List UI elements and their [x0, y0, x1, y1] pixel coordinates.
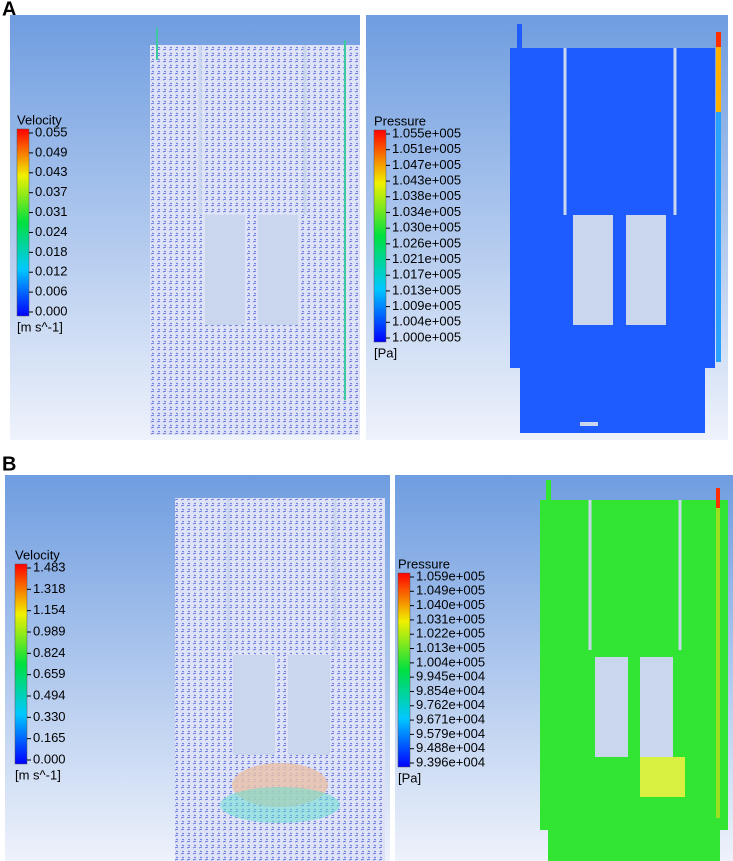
tick-label: 9.488e+004	[416, 740, 485, 755]
tick-label: 1.055e+005	[392, 125, 461, 140]
tick-label: 1.000e+005	[392, 329, 461, 344]
tick-label: 1.004e+005	[416, 654, 485, 669]
legends: Velocity0.0550.0490.0430.0370.0310.0240.…	[14, 112, 485, 785]
tick-label: 1.031e+005	[416, 611, 485, 626]
color-bar	[373, 129, 387, 343]
tick-label: 1.051e+005	[392, 141, 461, 156]
tick-label: 1.038e+005	[392, 188, 461, 203]
tick-label: 9.671e+004	[416, 712, 485, 727]
tick-label: 1.021e+005	[392, 251, 461, 266]
unit-label: [m s^-1]	[15, 767, 61, 782]
tick-label: 1.483	[33, 559, 66, 574]
tick-label: 0.330	[33, 709, 66, 724]
tick-label: 1.013e+005	[416, 640, 485, 655]
tick-label: 1.013e+005	[392, 282, 461, 297]
vector-field	[175, 498, 385, 861]
tick-label: 0.494	[33, 687, 66, 702]
legend-title: Velocity	[17, 112, 62, 127]
tick-label: 1.022e+005	[416, 626, 485, 641]
tick-label: 1.047e+005	[392, 157, 461, 172]
tick-label: 1.017e+005	[392, 267, 461, 282]
color-bar	[14, 563, 28, 765]
panel-label: B	[2, 453, 16, 475]
tick-label: 0.037	[35, 184, 68, 199]
tick-label: 0.824	[33, 645, 66, 660]
tick-label: 0.659	[33, 666, 66, 681]
vector-field	[150, 28, 360, 435]
tick-label: 1.009e+005	[392, 298, 461, 313]
tick-label: 1.034e+005	[392, 204, 461, 219]
legend-title: Velocity	[15, 547, 60, 562]
tick-label: 1.030e+005	[392, 220, 461, 235]
tick-label: 9.854e+004	[416, 683, 485, 698]
tick-label: 0.049	[35, 144, 68, 159]
tick-label: 0.000	[33, 751, 66, 766]
color-bar	[16, 128, 30, 317]
tick-label: 1.049e+005	[416, 583, 485, 598]
tick-label: 0.018	[35, 244, 68, 259]
pressure-field	[540, 480, 728, 861]
tick-label: 1.154	[33, 602, 66, 617]
tick-label: 1.318	[33, 581, 66, 596]
tick-label: 1.043e+005	[392, 173, 461, 188]
tick-label: 1.040e+005	[416, 597, 485, 612]
tick-label: 9.396e+004	[416, 754, 485, 769]
tick-label: 0.165	[33, 730, 66, 745]
tick-label: 0.000	[35, 303, 68, 318]
tick-label: 0.012	[35, 264, 68, 279]
pressure-field	[510, 24, 721, 433]
legend-title: Pressure	[398, 556, 450, 571]
tick-label: 0.989	[33, 623, 66, 638]
color-bar	[397, 572, 411, 768]
tick-label: 1.059e+005	[416, 568, 485, 583]
tick-label: 0.055	[35, 124, 68, 139]
tick-label: 9.945e+004	[416, 669, 485, 684]
tick-label: 9.579e+004	[416, 726, 485, 741]
tick-label: 0.043	[35, 164, 68, 179]
unit-label: [m s^-1]	[17, 319, 63, 334]
unit-label: [Pa]	[398, 770, 421, 785]
tick-label: 1.026e+005	[392, 235, 461, 250]
tick-label: 0.031	[35, 204, 68, 219]
tick-label: 0.024	[35, 224, 68, 239]
tick-label: 9.762e+004	[416, 697, 485, 712]
tick-label: 0.006	[35, 284, 68, 299]
unit-label: [Pa]	[374, 345, 397, 360]
legend-title: Pressure	[374, 113, 426, 128]
tick-label: 1.004e+005	[392, 314, 461, 329]
